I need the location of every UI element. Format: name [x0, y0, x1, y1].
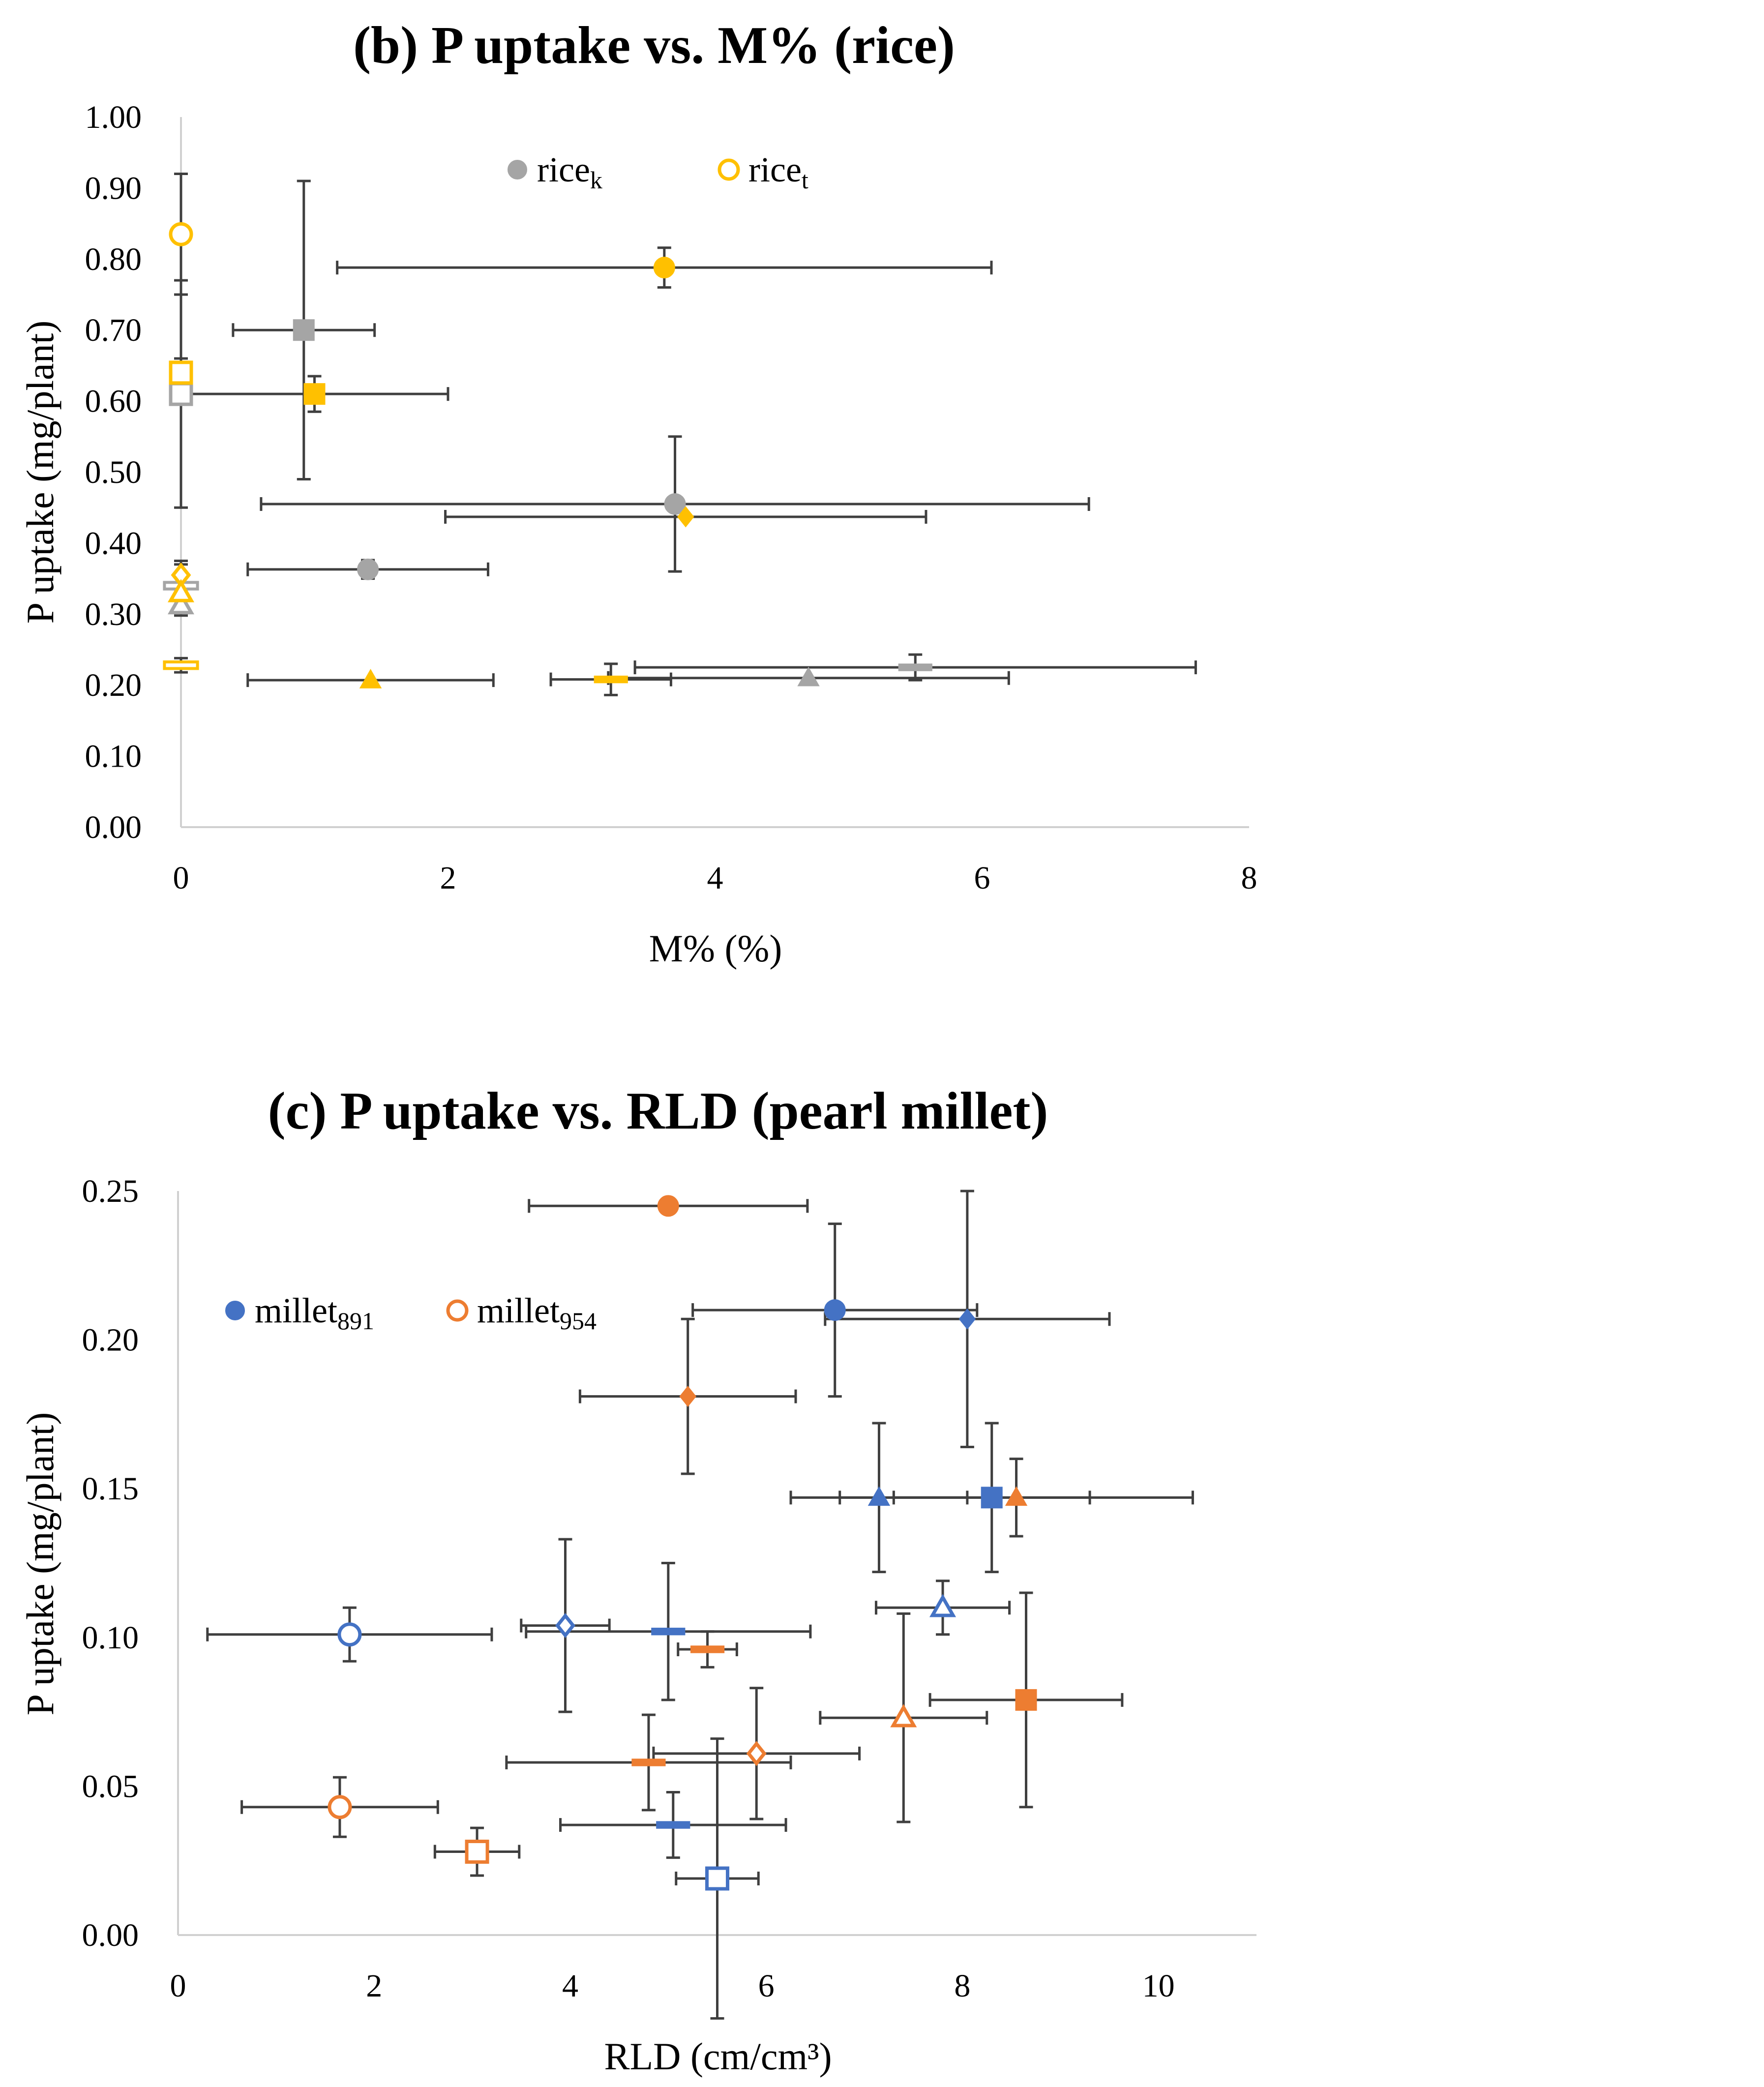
x-tick-label: 2 — [366, 1968, 382, 2004]
y-tick-label: 0.25 — [82, 1173, 139, 1209]
y-tick-label: 0.00 — [82, 1917, 139, 1953]
data-point-circle — [357, 558, 379, 580]
y-tick-labels: 0.00 0.10 0.20 0.30 0.40 0.50 0.60 0.70 0.80 0.90… — [85, 99, 142, 845]
y-tick-labels: 0.00 0.05 0.10 0.15 0.20 0.25 — [82, 1173, 139, 1953]
legend-label: millet954 — [477, 1291, 597, 1335]
legend-marker — [718, 158, 740, 181]
chart-title: (c) P uptake vs. RLD (pearl millet) — [268, 1082, 1048, 1140]
chart-title: (b) P uptake vs. M% (rice) — [353, 16, 955, 75]
x-tick-label: 8 — [954, 1968, 970, 2004]
x-axis-title: RLD (cm/cm³) — [604, 2035, 832, 2078]
x-tick-label: 2 — [440, 860, 456, 896]
data-point-dash — [631, 1759, 666, 1766]
x-tick-label: 4 — [707, 860, 723, 896]
y-axis-title: P uptake (mg/plant) — [19, 321, 61, 624]
data-point-square — [705, 1866, 729, 1891]
data-point-dash — [651, 1627, 686, 1636]
legend: millet891 millet954 — [225, 1291, 597, 1335]
data-point-circle — [664, 493, 686, 515]
legend-marker — [446, 1299, 469, 1322]
data-point-diamond — [555, 1613, 575, 1639]
y-tick-label: 0.40 — [85, 525, 142, 561]
data-point-diamond — [746, 1741, 767, 1766]
y-tick-label: 0.10 — [85, 739, 142, 775]
legend-label-subscript: k — [590, 166, 602, 194]
data-point-dash — [163, 660, 199, 670]
legend-label-subscript: 954 — [560, 1307, 597, 1335]
data-point-dash — [594, 675, 628, 684]
y-tick-label: 1.00 — [85, 99, 142, 135]
data-point-triangle — [1005, 1486, 1028, 1506]
data-point-square — [293, 319, 315, 341]
data-points — [163, 222, 932, 688]
y-tick-label: 0.80 — [85, 241, 142, 277]
data-point-square — [169, 382, 193, 406]
x-tick-label: 0 — [173, 860, 189, 896]
data-point-circle — [337, 1622, 362, 1647]
legend-label: ricek — [537, 150, 602, 194]
x-tick-label: 6 — [974, 860, 990, 896]
data-point-diamond — [677, 506, 694, 528]
data-point-dash — [656, 1821, 690, 1829]
y-axis-title: P uptake (mg/plant) — [19, 1412, 61, 1716]
legend-label-base: rice — [537, 150, 590, 189]
y-tick-label: 0.00 — [85, 809, 142, 845]
x-tick-label: 8 — [1241, 860, 1257, 896]
y-tick-label: 0.20 — [82, 1322, 139, 1358]
x-tick-labels: 0 2 4 6 8 10 — [170, 1968, 1175, 2004]
data-point-diamond — [958, 1308, 976, 1330]
data-point-triangle — [890, 1704, 917, 1728]
x-tick-label: 10 — [1142, 1968, 1175, 2004]
chart-rice-m-percent: (b) P uptake vs. M% (rice) 0.000.100.200… — [19, 16, 1257, 970]
y-tick-label: 0.10 — [82, 1620, 139, 1656]
y-tick-label: 0.30 — [85, 596, 142, 632]
error-bars — [174, 173, 1197, 696]
legend-marker — [225, 1301, 245, 1320]
data-point-triangle — [167, 591, 195, 615]
data-point-triangle — [929, 1594, 957, 1617]
legend-label: ricet — [748, 150, 808, 194]
y-tick-label: 0.60 — [85, 384, 142, 419]
chart-millet-rld: (c) P uptake vs. RLD (pearl millet) 0.00… — [19, 1082, 1256, 2078]
legend-label-subscript: t — [802, 166, 808, 194]
data-point-diamond — [679, 1386, 696, 1407]
data-point-triangle — [167, 579, 195, 602]
data-point-triangle — [359, 669, 382, 688]
data-point-square — [1015, 1689, 1037, 1711]
legend-label-base: rice — [748, 150, 802, 189]
y-tick-label: 0.70 — [85, 312, 142, 348]
data-point-circle — [169, 222, 193, 246]
y-tick-label: 0.90 — [85, 170, 142, 206]
legend-marker — [508, 160, 527, 179]
legend: ricek ricet — [508, 150, 808, 194]
data-point-circle — [328, 1795, 352, 1819]
data-points — [328, 1195, 1037, 1891]
legend-label-base: millet — [255, 1291, 337, 1330]
x-tick-label: 0 — [170, 1968, 186, 2004]
data-point-dash — [898, 663, 932, 671]
y-tick-label: 0.20 — [85, 667, 142, 703]
data-point-triangle — [867, 1486, 891, 1506]
x-tick-labels: 0 2 4 6 8 — [173, 860, 1257, 896]
data-point-dash — [690, 1645, 725, 1653]
data-point-circle — [657, 1195, 679, 1217]
data-point-circle — [653, 257, 675, 279]
data-point-square — [303, 383, 326, 405]
legend-label: millet891 — [255, 1291, 374, 1335]
legend-label-base: millet — [477, 1291, 560, 1330]
legend-label-subscript: 891 — [337, 1307, 374, 1335]
x-tick-label: 6 — [758, 1968, 775, 2004]
data-point-triangle — [797, 666, 820, 686]
y-tick-label: 0.15 — [82, 1471, 139, 1507]
x-tick-label: 4 — [562, 1968, 578, 2004]
y-tick-label: 0.50 — [85, 454, 142, 490]
data-point-square — [169, 360, 193, 385]
y-tick-label: 0.05 — [82, 1768, 139, 1804]
x-axis-title: M% (%) — [649, 927, 782, 970]
data-point-square — [981, 1487, 1003, 1509]
data-point-circle — [824, 1299, 846, 1321]
data-point-square — [465, 1840, 489, 1864]
